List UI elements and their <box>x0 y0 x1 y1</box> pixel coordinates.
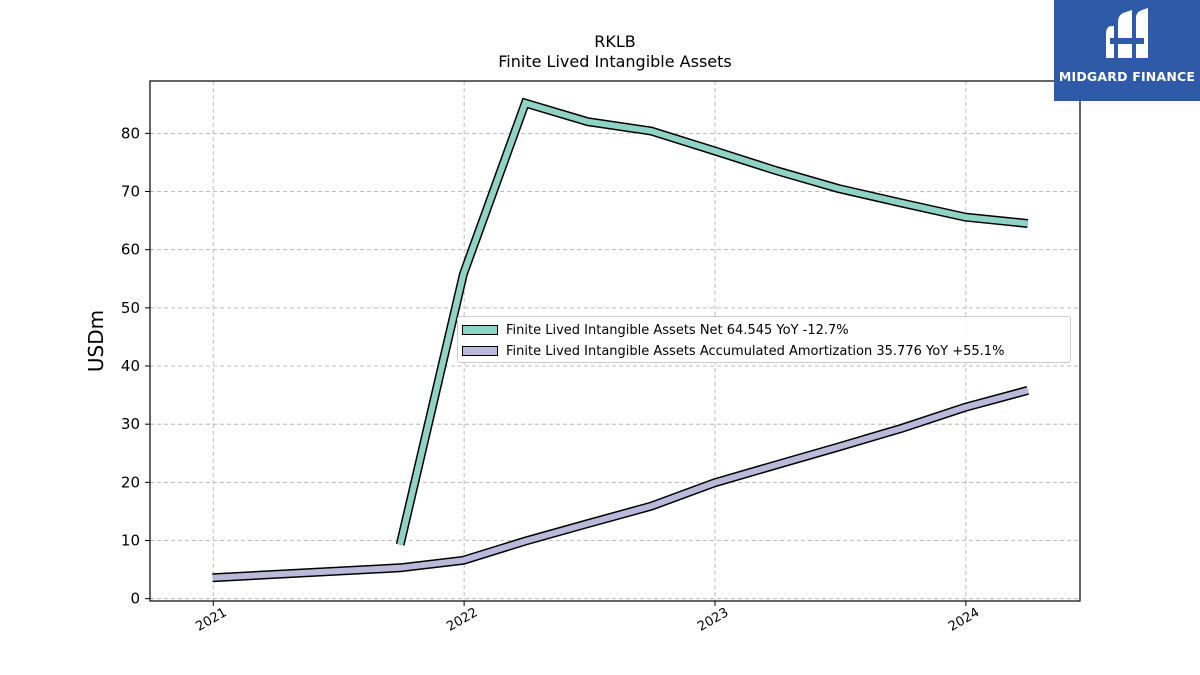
series-line-0 <box>397 99 1029 546</box>
y-tick-label: 80 <box>121 124 140 142</box>
legend-swatch-amort <box>462 346 498 356</box>
x-tick-label: 2024 <box>946 605 982 635</box>
axis-ticks: 0 10 20 30 40 50 60 70 80 2021 2022 2023 2024 <box>121 124 982 634</box>
logo-text: MIDGARD FINANCE <box>1058 69 1196 84</box>
x-tick-label: 2021 <box>193 605 229 635</box>
y-tick-label: 70 <box>121 183 140 201</box>
plot-frame <box>149 80 1081 602</box>
chart-subtitle: Finite Lived Intangible Assets <box>498 52 732 71</box>
series-line-1 <box>212 387 1029 581</box>
x-tick-label: 2022 <box>444 605 480 635</box>
y-tick-label: 40 <box>121 357 140 375</box>
y-tick-label: 30 <box>121 415 140 433</box>
series-outline-1 <box>212 386 1029 583</box>
y-tick-label: 10 <box>121 532 140 550</box>
y-tick-label: 50 <box>121 299 140 317</box>
y-axis-label: USDm <box>84 310 108 372</box>
chart-title: RKLB <box>594 32 636 51</box>
legend-label-amort: Finite Lived Intangible Assets Accumulat… <box>506 343 1005 359</box>
series-lines <box>212 97 1029 583</box>
legend-item-net: Finite Lived Intangible Assets Net 64.54… <box>462 321 849 339</box>
legend-label-net: Finite Lived Intangible Assets Net 64.54… <box>506 322 849 338</box>
y-tick-label: 60 <box>121 241 140 259</box>
x-tick-label: 2023 <box>695 605 731 635</box>
y-tick-label: 20 <box>121 473 140 491</box>
legend: Finite Lived Intangible Assets Net 64.54… <box>457 316 1071 363</box>
legend-swatch-net <box>462 325 498 335</box>
midgard-logo-icon <box>1106 8 1148 58</box>
legend-item-amort: Finite Lived Intangible Assets Accumulat… <box>462 342 1004 360</box>
y-tick-label: 0 <box>130 590 140 608</box>
midgard-logo: MIDGARD FINANCE <box>1054 0 1200 101</box>
